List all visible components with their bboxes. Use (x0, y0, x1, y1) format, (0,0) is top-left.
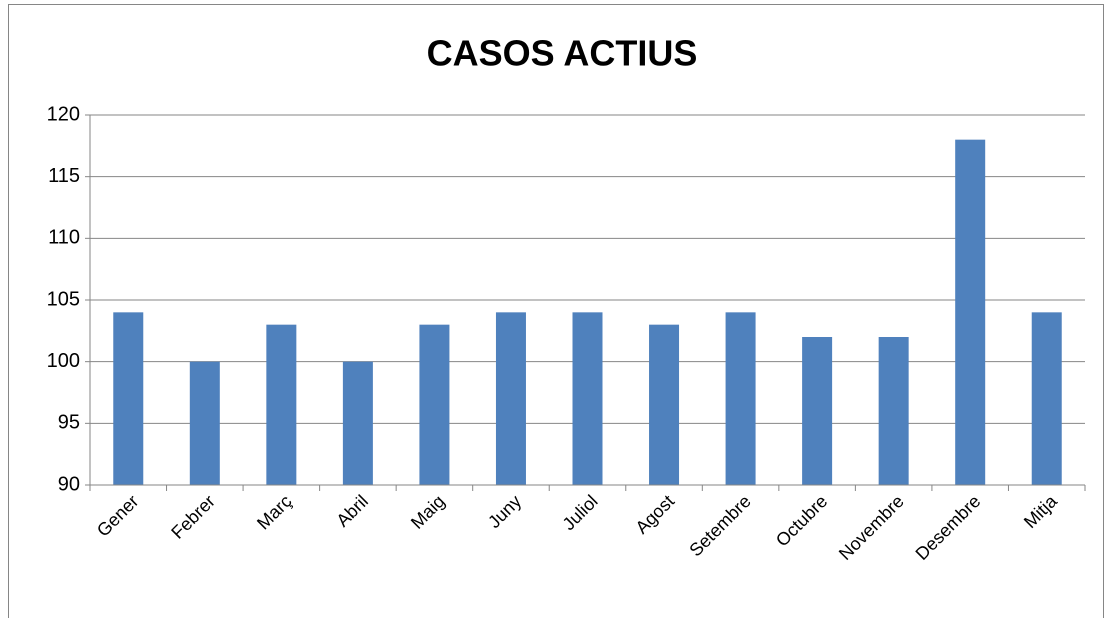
chart-border (8, 4, 1104, 618)
x-tick-label: Juny (484, 491, 525, 532)
bar (189, 361, 220, 485)
bar (649, 324, 680, 485)
bar (266, 324, 297, 485)
x-tick-label: Abril (332, 491, 372, 531)
x-tick-label: Octubre (772, 491, 831, 550)
y-tick-label: 115 (48, 165, 80, 187)
bar (878, 337, 909, 485)
bar (955, 139, 986, 485)
x-tick-label: Agost (632, 491, 679, 538)
y-tick-label: 110 (48, 227, 80, 249)
x-tick-label: Gener (93, 491, 143, 541)
bar (419, 324, 450, 485)
bar (342, 361, 373, 485)
chart-title: CASOS ACTIUS (427, 33, 698, 74)
x-tick-label: Març (253, 491, 295, 533)
x-tick-label: Novembre (835, 491, 908, 564)
x-tick-label: Febrer (167, 491, 219, 543)
x-tick-label: Maig (407, 491, 449, 533)
x-tick-label: Setembre (685, 491, 754, 560)
y-tick-label: 95 (58, 412, 80, 434)
y-tick-label: 120 (47, 103, 80, 125)
bar (725, 312, 756, 485)
bar (802, 337, 833, 485)
y-tick-label: 105 (47, 288, 80, 310)
bar (1031, 312, 1062, 485)
bar (113, 312, 144, 485)
bar (495, 312, 526, 485)
y-tick-label: 100 (47, 350, 80, 372)
x-tick-label: Mitja (1020, 490, 1062, 532)
bar (572, 312, 603, 485)
x-tick-label: Juliol (559, 491, 602, 534)
y-tick-label: 90 (58, 473, 80, 495)
x-tick-label: Desembre (912, 491, 985, 564)
